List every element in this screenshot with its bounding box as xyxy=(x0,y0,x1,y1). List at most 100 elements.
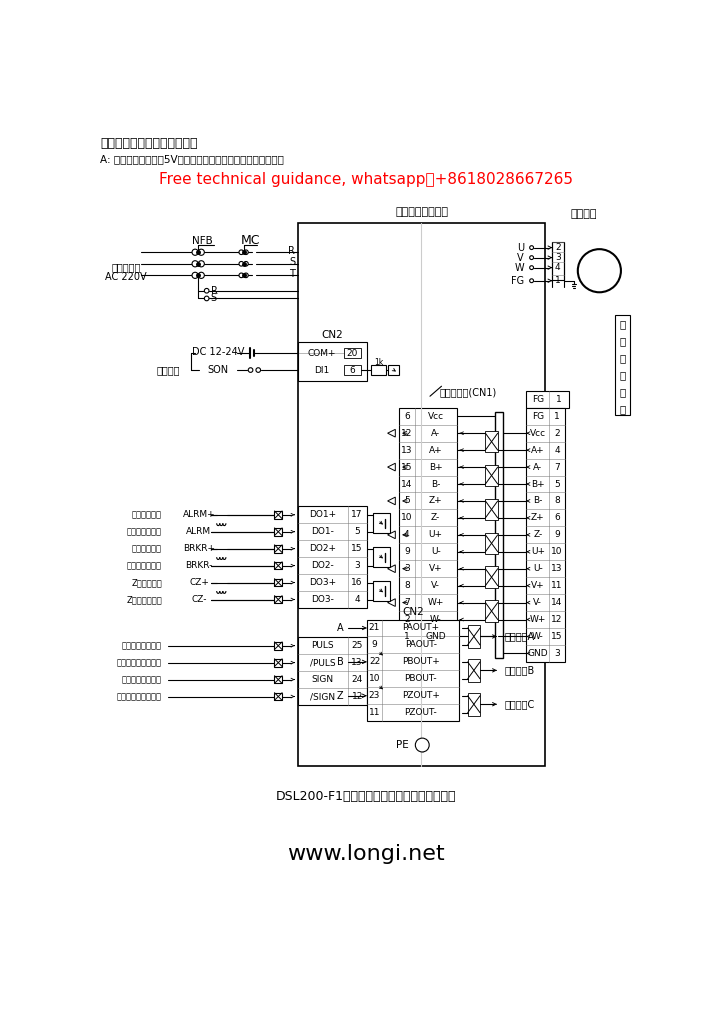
Text: 位置控制方式（脉冲方式）：: 位置控制方式（脉冲方式）： xyxy=(100,137,198,150)
Bar xyxy=(344,366,360,375)
Text: 7: 7 xyxy=(554,463,560,472)
Bar xyxy=(485,532,498,554)
Text: GND: GND xyxy=(528,649,548,657)
Text: S: S xyxy=(210,294,217,303)
Text: 1: 1 xyxy=(556,395,561,403)
Text: 电磁刹车信号: 电磁刹车信号 xyxy=(132,544,162,553)
Bar xyxy=(485,499,498,520)
Text: 编: 编 xyxy=(619,371,626,381)
Text: CN2: CN2 xyxy=(321,330,343,340)
Circle shape xyxy=(198,249,204,255)
Text: W+: W+ xyxy=(530,615,546,624)
Text: 3: 3 xyxy=(555,253,561,262)
Text: 脉冲反馈C: 脉冲反馈C xyxy=(505,699,535,710)
Text: 10: 10 xyxy=(369,675,380,683)
Bar xyxy=(370,366,386,375)
Polygon shape xyxy=(388,429,395,437)
Polygon shape xyxy=(388,565,395,572)
Text: 12: 12 xyxy=(551,615,563,624)
Text: V+: V+ xyxy=(531,582,545,590)
Text: S: S xyxy=(289,257,295,267)
Text: 23: 23 xyxy=(369,691,380,700)
Text: 13: 13 xyxy=(352,658,363,668)
Text: 6: 6 xyxy=(350,366,355,375)
Text: www.longi.net: www.longi.net xyxy=(287,845,445,864)
Text: U: U xyxy=(517,243,524,253)
Text: PE: PE xyxy=(395,740,408,750)
Text: 12: 12 xyxy=(352,692,363,701)
Text: PBOUT-: PBOUT- xyxy=(405,675,437,683)
Bar xyxy=(373,678,390,698)
Text: BRKR+: BRKR+ xyxy=(183,544,215,553)
Text: W-: W- xyxy=(532,632,543,641)
Bar xyxy=(275,658,282,667)
Text: DO3+: DO3+ xyxy=(309,579,336,587)
Text: 指令脉冲输入信号: 指令脉冲输入信号 xyxy=(122,641,162,650)
Circle shape xyxy=(248,368,253,373)
Text: R: R xyxy=(210,286,217,296)
Text: 2: 2 xyxy=(555,243,561,252)
Text: 1k: 1k xyxy=(374,357,383,367)
Text: 9: 9 xyxy=(372,640,378,649)
Bar xyxy=(485,600,498,622)
Text: DC 12-24V: DC 12-24V xyxy=(192,346,245,356)
Text: 15: 15 xyxy=(352,544,363,553)
Text: V-: V- xyxy=(533,598,542,607)
Text: DO3-: DO3- xyxy=(311,595,334,604)
Text: 13: 13 xyxy=(401,445,413,455)
Circle shape xyxy=(244,261,248,266)
Text: A+: A+ xyxy=(429,445,443,455)
Text: 报警输出信号地: 报警输出信号地 xyxy=(127,527,162,537)
Bar xyxy=(468,658,480,682)
Text: /PULS: /PULS xyxy=(310,658,335,668)
Bar xyxy=(485,566,498,588)
Text: W+: W+ xyxy=(428,598,444,607)
Polygon shape xyxy=(388,463,395,471)
Text: 码: 码 xyxy=(619,387,626,397)
Circle shape xyxy=(415,738,429,752)
Polygon shape xyxy=(388,599,395,606)
Text: Vcc: Vcc xyxy=(428,412,444,421)
Text: U-: U- xyxy=(431,547,440,556)
Text: 单相或三相: 单相或三相 xyxy=(111,262,141,272)
Circle shape xyxy=(256,368,260,373)
Text: 指令脉冲输入信号地: 指令脉冲输入信号地 xyxy=(117,658,162,668)
Text: 伺服电机: 伺服电机 xyxy=(571,209,597,219)
Text: 式: 式 xyxy=(619,353,626,364)
Text: DSL200-F1位置控制（脉冲方式）标准连接图: DSL200-F1位置控制（脉冲方式）标准连接图 xyxy=(276,791,456,803)
Text: Z-: Z- xyxy=(533,530,543,540)
Text: PAOUT-: PAOUT- xyxy=(405,640,437,649)
Text: PULS: PULS xyxy=(311,641,334,650)
Text: GND: GND xyxy=(425,632,446,641)
Text: CZ-: CZ- xyxy=(191,595,207,604)
Text: SIGN: SIGN xyxy=(312,675,334,684)
Text: A+: A+ xyxy=(531,445,545,455)
Text: PZOUT-: PZOUT- xyxy=(405,709,437,717)
Circle shape xyxy=(530,246,533,250)
Text: PZOUT+: PZOUT+ xyxy=(402,691,440,700)
Text: 1: 1 xyxy=(404,632,410,641)
Text: DO1+: DO1+ xyxy=(309,510,336,519)
Text: Vcc: Vcc xyxy=(530,429,546,437)
Circle shape xyxy=(244,273,248,278)
Text: 8: 8 xyxy=(404,582,410,590)
Text: R: R xyxy=(288,246,295,256)
Bar xyxy=(468,692,480,716)
Text: 7: 7 xyxy=(404,598,410,607)
Bar xyxy=(495,412,503,658)
Text: PBOUT+: PBOUT+ xyxy=(402,657,440,667)
Text: AC 220V: AC 220V xyxy=(105,272,147,282)
Text: V: V xyxy=(517,253,524,262)
Text: 1: 1 xyxy=(554,412,560,421)
Bar xyxy=(275,545,282,553)
Text: 脉冲反馈A: 脉冲反馈A xyxy=(505,632,535,641)
Text: NFB: NFB xyxy=(192,236,213,246)
Circle shape xyxy=(204,296,209,301)
Text: 器: 器 xyxy=(619,404,626,415)
Text: 交流伺服驱动单元: 交流伺服驱动单元 xyxy=(396,207,449,217)
Circle shape xyxy=(239,261,244,266)
Text: 编码器接口(CN1): 编码器接口(CN1) xyxy=(440,387,497,397)
Text: ALRM: ALRM xyxy=(187,527,212,537)
Text: 11: 11 xyxy=(551,582,563,590)
Text: FG: FG xyxy=(511,275,524,286)
